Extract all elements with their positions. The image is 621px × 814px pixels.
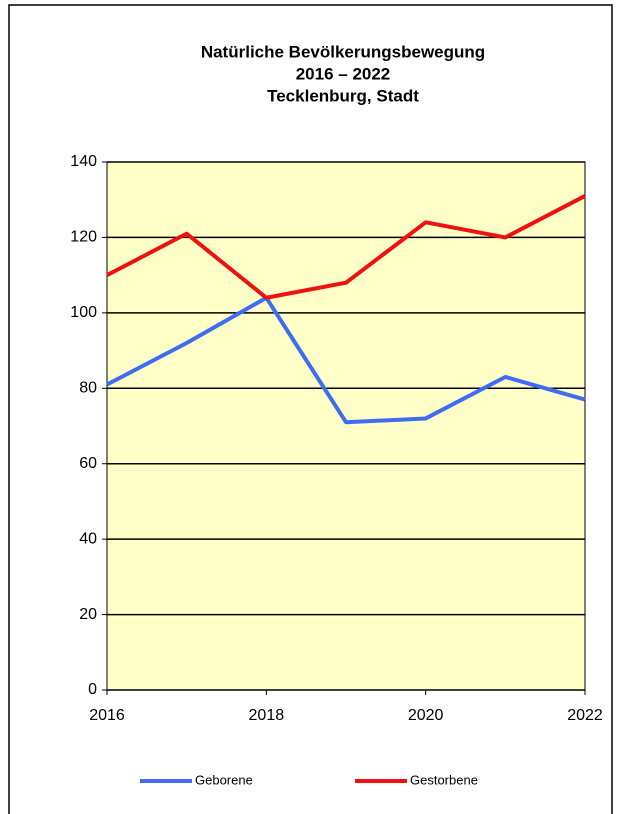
legend-label: Gestorbene (410, 772, 478, 787)
y-tick-label: 60 (79, 455, 97, 472)
chart-title: Natürliche Bevölkerungsbewegung (201, 42, 485, 61)
x-tick-label: 2018 (249, 707, 285, 724)
y-tick-label: 80 (79, 380, 97, 397)
chart-title: Tecklenburg, Stadt (267, 86, 419, 105)
y-tick-label: 100 (70, 304, 97, 321)
x-tick-label: 2016 (89, 707, 125, 724)
data-line (106, 295, 586, 425)
y-tick-label: 40 (79, 530, 97, 547)
plot-area (106, 161, 586, 691)
y-tick-label: 20 (79, 606, 97, 623)
legend-label: Geborene (195, 772, 253, 787)
x-tick-label: 2020 (408, 707, 444, 724)
chart-title: 2016 – 2022 (296, 64, 391, 83)
y-tick-label: 120 (70, 229, 97, 246)
x-tick-label: 2022 (567, 707, 603, 724)
data-line (106, 194, 586, 300)
y-tick-label: 0 (88, 681, 97, 698)
y-tick-label: 140 (70, 153, 97, 170)
